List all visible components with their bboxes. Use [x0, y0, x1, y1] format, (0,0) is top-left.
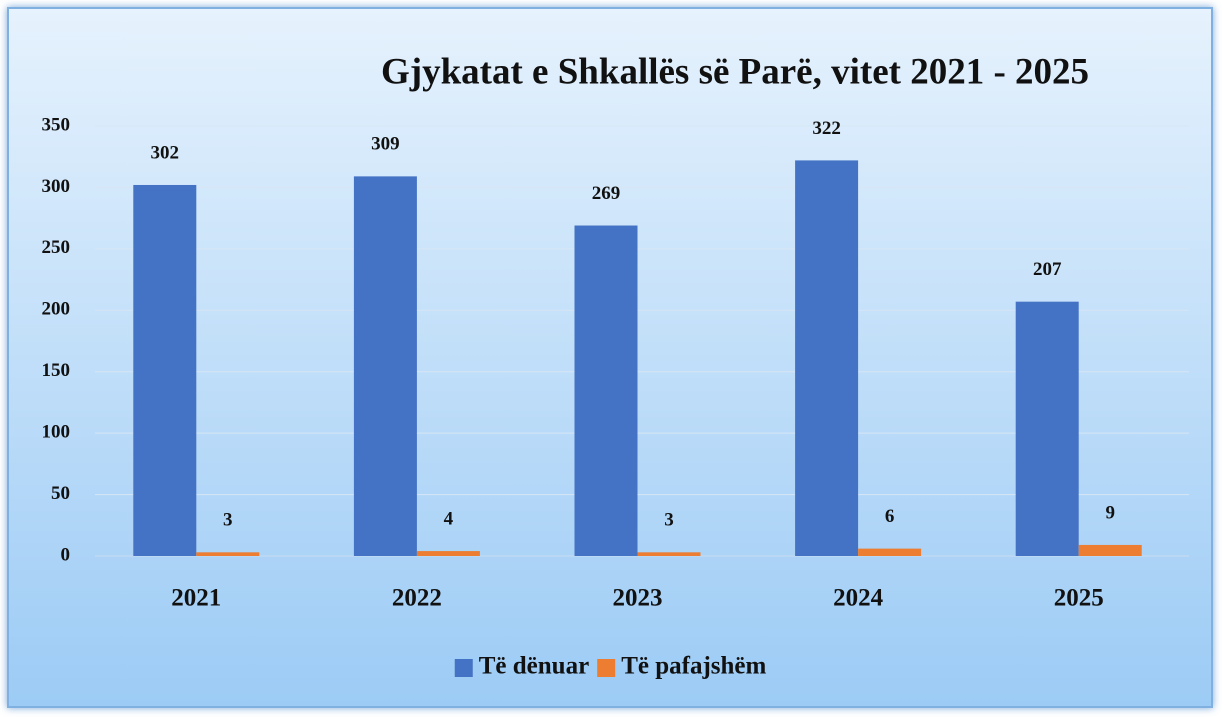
x-tick-label: 2021 — [171, 585, 221, 612]
y-tick-label: 0 — [61, 544, 71, 565]
data-label: 302 — [151, 142, 180, 163]
x-tick-label: 2022 — [392, 585, 442, 612]
x-tick-label: 2024 — [833, 585, 884, 612]
bar — [196, 552, 260, 556]
legend-swatch — [597, 659, 616, 677]
bar — [416, 551, 480, 556]
y-tick-label: 250 — [42, 237, 71, 258]
bar — [795, 160, 859, 556]
data-label: 3 — [223, 510, 233, 531]
y-tick-label: 300 — [42, 176, 71, 197]
legend-label: Të pafajshëm — [621, 653, 766, 680]
legend-label: Të dënuar — [479, 653, 589, 680]
data-label: 322 — [812, 118, 841, 139]
data-label: 3 — [664, 510, 674, 531]
x-tick-label: 2025 — [1054, 585, 1104, 612]
bar — [133, 184, 197, 556]
y-tick-label: 150 — [42, 360, 71, 381]
bar — [574, 225, 638, 556]
y-tick-label: 100 — [42, 422, 71, 443]
y-tick-label: 200 — [42, 299, 71, 320]
data-label: 269 — [592, 183, 621, 204]
bar — [858, 548, 922, 556]
data-label: 4 — [444, 508, 454, 529]
legend-swatch — [454, 659, 473, 677]
data-label: 6 — [885, 506, 895, 527]
chart-title: Gjykatat e Shkallës së Parë, vitet 2021 … — [381, 51, 1089, 92]
bar — [1078, 544, 1142, 556]
bar — [353, 176, 417, 556]
bar — [1015, 301, 1079, 556]
x-tick-label: 2023 — [613, 585, 663, 612]
data-label: 9 — [1105, 502, 1115, 523]
y-tick-label: 50 — [51, 483, 70, 504]
bar — [637, 552, 701, 556]
y-tick-label: 350 — [42, 114, 71, 135]
data-label: 309 — [371, 134, 400, 155]
data-label: 207 — [1033, 259, 1062, 280]
